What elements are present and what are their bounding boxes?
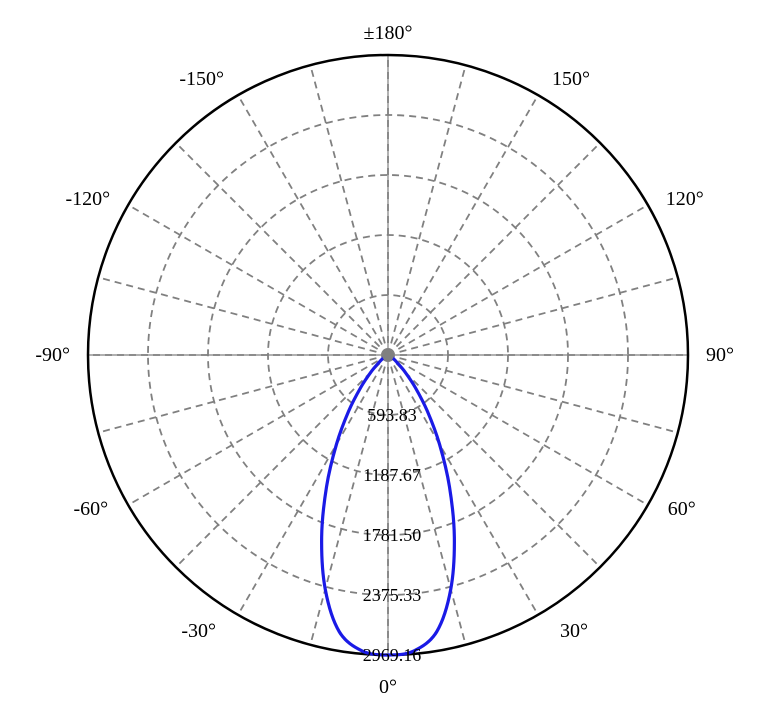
grid-spoke — [388, 205, 648, 355]
grid-spoke — [310, 65, 388, 355]
radial-tick-label: 1781.50 — [363, 525, 422, 545]
grid-spoke — [388, 95, 538, 355]
angle-tick-label: -150° — [179, 68, 224, 90]
grid-spoke — [98, 277, 388, 355]
angle-tick-label: 30° — [560, 620, 588, 642]
radial-labels: 593.83 1187.67 1781.50 2375.33 2969.16 — [363, 405, 422, 665]
center-dot — [382, 349, 394, 361]
grid-spoke — [388, 65, 466, 355]
angle-tick-label: 90° — [706, 344, 734, 366]
polar-chart: 593.83 1187.67 1781.50 2375.33 2969.16 0° 30°… — [0, 0, 767, 722]
grid-spoke — [128, 205, 388, 355]
center-dot-shape — [382, 349, 394, 361]
angle-tick-label: -60° — [74, 498, 109, 520]
grid-spoke — [388, 277, 678, 355]
grid-spoke — [176, 143, 388, 355]
angle-tick-label: 120° — [666, 188, 704, 210]
angle-tick-label: -30° — [181, 620, 216, 642]
grid-spoke — [128, 355, 388, 505]
angle-tick-label: 150° — [552, 68, 590, 90]
radial-tick-label: 1187.67 — [363, 465, 421, 485]
angle-tick-label: -90° — [35, 344, 70, 366]
angle-tick-label: 0° — [379, 676, 397, 698]
angle-tick-label: 60° — [668, 498, 696, 520]
grid-spoke — [388, 143, 600, 355]
grid-spoke — [238, 95, 388, 355]
angle-tick-label: -120° — [66, 188, 111, 210]
radial-tick-label: 593.83 — [367, 405, 417, 425]
grid-spoke — [176, 355, 388, 567]
radial-tick-label: 2969.16 — [363, 645, 422, 665]
radial-tick-label: 2375.33 — [363, 585, 422, 605]
grid-spoke — [388, 355, 648, 505]
angle-tick-label: ±180° — [364, 22, 413, 44]
